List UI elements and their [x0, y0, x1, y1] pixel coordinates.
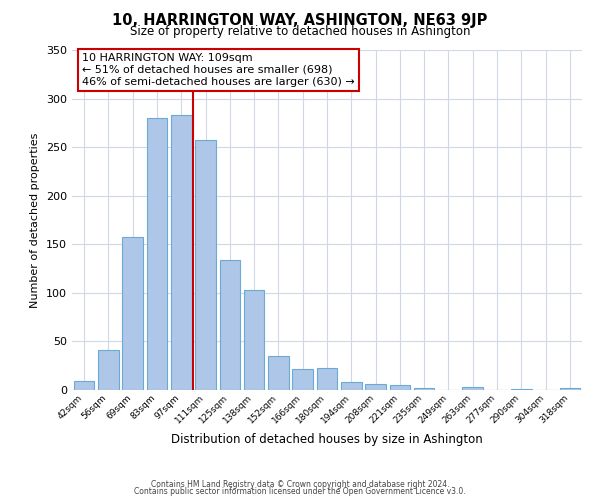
- Bar: [146, 118, 167, 390]
- Bar: [292, 368, 313, 390]
- Text: 10, HARRINGTON WAY, ASHINGTON, NE63 9JP: 10, HARRINGTON WAY, ASHINGTON, NE63 9JP: [112, 12, 488, 28]
- Bar: [463, 387, 483, 390]
- Bar: [195, 140, 216, 390]
- Bar: [171, 115, 191, 390]
- Bar: [317, 368, 337, 390]
- Y-axis label: Number of detached properties: Number of detached properties: [31, 132, 40, 308]
- Bar: [74, 382, 94, 390]
- Bar: [511, 389, 532, 390]
- Bar: [389, 385, 410, 390]
- Text: Size of property relative to detached houses in Ashington: Size of property relative to detached ho…: [130, 25, 470, 38]
- Bar: [268, 356, 289, 390]
- Bar: [98, 350, 119, 390]
- Text: Contains public sector information licensed under the Open Government Licence v3: Contains public sector information licen…: [134, 487, 466, 496]
- Bar: [365, 384, 386, 390]
- Text: Contains HM Land Registry data © Crown copyright and database right 2024.: Contains HM Land Registry data © Crown c…: [151, 480, 449, 489]
- X-axis label: Distribution of detached houses by size in Ashington: Distribution of detached houses by size …: [171, 433, 483, 446]
- Bar: [220, 260, 240, 390]
- Bar: [414, 388, 434, 390]
- Bar: [244, 290, 265, 390]
- Text: 10 HARRINGTON WAY: 109sqm
← 51% of detached houses are smaller (698)
46% of semi: 10 HARRINGTON WAY: 109sqm ← 51% of detac…: [82, 54, 355, 86]
- Bar: [560, 388, 580, 390]
- Bar: [122, 236, 143, 390]
- Bar: [341, 382, 362, 390]
